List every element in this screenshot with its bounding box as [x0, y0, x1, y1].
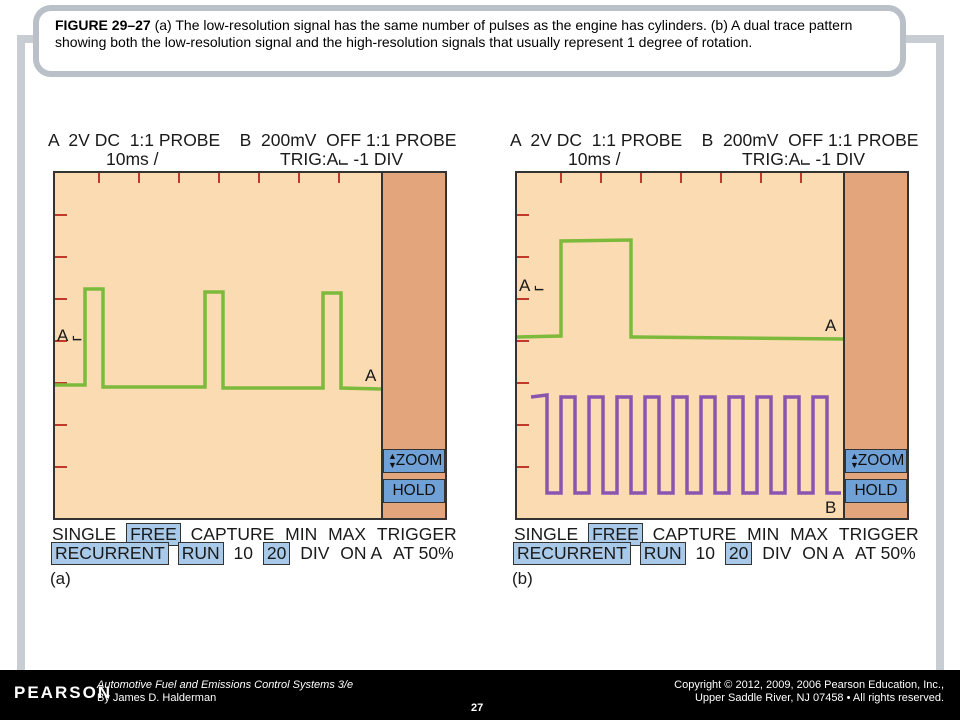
div-label: DIV: [762, 543, 792, 563]
copyright-line1: Copyright © 2012, 2009, 2006 Pearson Edu…: [674, 679, 944, 691]
recurrent-option[interactable]: RECURRENT: [51, 542, 169, 565]
div-label: DIV: [300, 543, 330, 563]
zoom-label: ZOOM: [395, 452, 443, 469]
copyright-line2: Upper Saddle River, NJ 07458 • All right…: [694, 692, 944, 704]
zoom-label: ZOOM: [857, 452, 905, 469]
figure-caption: FIGURE 29–27 (a) The low-resolution sign…: [33, 5, 906, 77]
scope-b-trigger: TRIG:A⨽ -1 DIV: [742, 149, 866, 169]
figure-label: FIGURE 29–27: [55, 17, 151, 33]
div-20-option[interactable]: 20: [724, 542, 753, 565]
single-option[interactable]: SINGLE: [514, 524, 579, 544]
div-10-option[interactable]: 10: [695, 543, 716, 563]
book-info: Automotive Fuel and Emissions Control Sy…: [97, 679, 353, 705]
trace-b-label: B: [825, 498, 836, 517]
scope-b-mode-row: SINGLE FREE CAPTURE MIN MAX TRIGGER: [514, 523, 925, 546]
zoom-button[interactable]: ▲ ▼ ZOOM: [845, 449, 907, 473]
trigger-option[interactable]: TRIGGER: [376, 524, 457, 544]
panel-label-a: (a): [50, 569, 71, 588]
page-number: 27: [471, 702, 484, 714]
recurrent-option[interactable]: RECURRENT: [513, 542, 631, 565]
scope-b-screen: A ⨽ A B ▲ ▼ ZOOM HOLD: [515, 171, 909, 520]
book-author: By James D. Halderman: [97, 692, 217, 704]
trace-a-waveform: [517, 238, 843, 341]
capture-option[interactable]: CAPTURE: [190, 524, 275, 544]
div-20-option[interactable]: 20: [262, 542, 291, 565]
slide-frame-right: [936, 35, 944, 670]
scope-a-trigger: TRIG:A⨽ -1 DIV: [280, 149, 404, 169]
scope-panel-a: A 2V DC 1:1 PROBE B 200mV OFF 1:1 PROBE …: [44, 128, 464, 598]
scope-b-sidebar: ▲ ▼ ZOOM HOLD: [843, 173, 907, 518]
caption-text: (a) The low-resolution signal has the sa…: [55, 17, 853, 50]
free-option[interactable]: FREE: [588, 523, 643, 546]
slide-footer: PEARSON Automotive Fuel and Emissions Co…: [0, 670, 960, 720]
on-a-option[interactable]: ON A: [340, 543, 383, 563]
trace-a-label: A: [365, 366, 377, 385]
max-option[interactable]: MAX: [790, 524, 829, 544]
trigger-marker: A ⨽: [57, 326, 82, 345]
free-option[interactable]: FREE: [126, 523, 181, 546]
zoom-arrows-icon: ▲ ▼: [850, 451, 859, 470]
copyright-notice: Copyright © 2012, 2009, 2006 Pearson Edu…: [674, 679, 944, 705]
scope-b-run-row: RECURRENT RUN 10 20 DIV ON A AT 50%: [513, 542, 922, 565]
scope-a-header-line1: A 2V DC 1:1 PROBE B 200mV OFF 1:1 PROBE: [48, 130, 457, 150]
hold-button[interactable]: HOLD: [845, 479, 907, 503]
book-title: Automotive Fuel and Emissions Control Sy…: [97, 679, 354, 691]
trace-a-label: A: [825, 316, 837, 335]
scope-b-trace-area: A ⨽ A B: [517, 173, 843, 517]
at-50-option[interactable]: AT 50%: [855, 543, 916, 563]
capture-option[interactable]: CAPTURE: [652, 524, 737, 544]
trace-b-waveform: [530, 393, 841, 495]
trace-a-waveform: [55, 287, 381, 391]
zoom-arrows-icon: ▲ ▼: [388, 451, 397, 470]
scope-b-timebase: 10ms /: [568, 149, 621, 169]
trigger-option[interactable]: TRIGGER: [838, 524, 919, 544]
at-50-option[interactable]: AT 50%: [393, 543, 454, 563]
div-10-option[interactable]: 10: [233, 543, 254, 563]
single-option[interactable]: SINGLE: [52, 524, 117, 544]
trigger-marker: A ⨽: [519, 276, 544, 295]
scope-a-sidebar: ▲ ▼ ZOOM HOLD: [381, 173, 445, 518]
scope-panel-b: A 2V DC 1:1 PROBE B 200mV OFF 1:1 PROBE …: [506, 128, 926, 598]
scope-a-run-row: RECURRENT RUN 10 20 DIV ON A AT 50%: [51, 542, 460, 565]
slide-frame-left: [17, 35, 25, 670]
scope-a-mode-row: SINGLE FREE CAPTURE MIN MAX TRIGGER: [52, 523, 463, 546]
max-option[interactable]: MAX: [328, 524, 367, 544]
scope-a-screen: A ⨽ A ▲ ▼ ZOOM HOLD: [53, 171, 447, 520]
hold-button[interactable]: HOLD: [383, 479, 445, 503]
scope-a-trace-area: A ⨽ A: [55, 173, 381, 468]
on-a-option[interactable]: ON A: [802, 543, 845, 563]
zoom-button[interactable]: ▲ ▼ ZOOM: [383, 449, 445, 473]
min-option[interactable]: MIN: [285, 524, 318, 544]
scope-a-timebase: 10ms /: [106, 149, 159, 169]
run-option[interactable]: RUN: [177, 542, 224, 565]
pearson-logo: PEARSON: [14, 683, 113, 702]
min-option[interactable]: MIN: [747, 524, 780, 544]
run-option[interactable]: RUN: [639, 542, 686, 565]
panel-label-b: (b): [512, 569, 533, 588]
scope-b-header-line1: A 2V DC 1:1 PROBE B 200mV OFF 1:1 PROBE: [510, 130, 919, 150]
